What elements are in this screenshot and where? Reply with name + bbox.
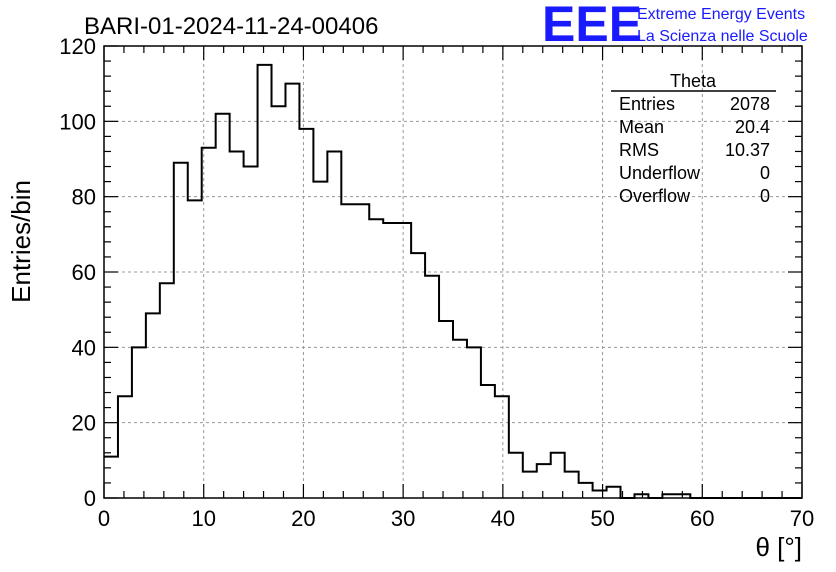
stats-rows: Entries 2078 Mean 20.4 RMS 10.37 Underflow 0 Ove… (619, 94, 770, 206)
stats-row-value: 2078 (730, 94, 770, 114)
y-axis-title: Entries/bin (6, 180, 36, 303)
histogram-bin (299, 129, 313, 498)
logo-line-2: La Scienza nelle Scuole (637, 28, 808, 45)
x-tick-label: 0 (98, 506, 110, 531)
histogram-bin (216, 114, 230, 498)
histogram-bin (355, 204, 369, 498)
y-tick-label: 80 (72, 185, 96, 210)
stats-box: Theta Entries 2078 Mean 20.4 RMS 10.37 Underfl… (611, 71, 776, 206)
stats-row-value: 20.4 (735, 117, 770, 137)
stats-row-value: 10.37 (725, 140, 770, 160)
histogram-bin (313, 182, 327, 498)
histogram-bin (607, 487, 621, 498)
x-tick-label: 30 (391, 506, 415, 531)
x-tick-label: 60 (690, 506, 714, 531)
histogram-bin (495, 396, 509, 498)
stats-row-label: Underflow (619, 163, 701, 183)
histogram-series (104, 63, 802, 499)
histogram-bin (160, 283, 174, 498)
histogram-bin (188, 200, 202, 498)
histogram-bin (118, 396, 132, 498)
histogram-bin (523, 472, 537, 498)
y-tick-label: 60 (72, 260, 96, 285)
y-tick-label: 0 (84, 486, 96, 511)
stats-row-value: 0 (760, 163, 770, 183)
grid-lines (104, 46, 802, 498)
histogram-bin (453, 340, 467, 498)
histogram-bin (258, 65, 272, 498)
histogram-bin (593, 490, 607, 498)
histogram-bin (146, 313, 160, 498)
histogram-bin (565, 472, 579, 498)
axis-ticks (103, 45, 803, 499)
x-tick-label: 40 (491, 506, 515, 531)
histogram-bin (272, 106, 286, 498)
x-tick-label: 70 (790, 506, 814, 531)
y-tick-label: 100 (59, 109, 96, 134)
histogram-bin (425, 276, 439, 498)
stats-row-label: Entries (619, 94, 675, 114)
histogram-bin (411, 253, 425, 498)
histogram-bin (285, 84, 299, 498)
histogram-bin (383, 223, 397, 498)
histogram-bin (230, 151, 244, 498)
stats-row-label: Mean (619, 117, 664, 137)
y-tick-label: 20 (72, 411, 96, 436)
y-tick-labels: 0 20 40 60 80 100 120 (59, 34, 96, 511)
histogram-bin (104, 457, 118, 498)
stats-row-label: Overflow (619, 186, 691, 206)
histogram-bin (509, 453, 523, 498)
histogram-bin (341, 204, 355, 498)
stats-title: Theta (670, 71, 717, 91)
histogram-outline (104, 63, 802, 499)
histogram-bin (327, 151, 341, 498)
logo-mark: EEE (542, 0, 642, 52)
histogram-bin (244, 167, 258, 498)
stats-row-value: 0 (760, 186, 770, 206)
histogram-bin (174, 163, 188, 498)
y-tick-label: 40 (72, 335, 96, 360)
x-tick-label: 10 (191, 506, 215, 531)
chart-title: BARI-01-2024-11-24-00406 (84, 13, 378, 40)
histogram-bin (537, 464, 551, 498)
x-tick-labels: 0 10 20 30 40 50 60 70 (98, 506, 814, 531)
stats-row-label: RMS (619, 140, 659, 160)
histogram-bin (481, 385, 495, 498)
y-tick-label: 120 (59, 34, 96, 59)
histogram-bin (579, 483, 593, 498)
histogram-bin (397, 223, 411, 498)
x-tick-label: 50 (590, 506, 614, 531)
x-tick-label: 20 (291, 506, 315, 531)
histogram-bin (369, 219, 383, 498)
logo-line-1: Extreme Energy Events (637, 6, 805, 23)
x-axis-title: θ [°] (755, 532, 802, 562)
eee-logo: EEE Extreme Energy Events La Scienza nel… (542, 0, 808, 52)
